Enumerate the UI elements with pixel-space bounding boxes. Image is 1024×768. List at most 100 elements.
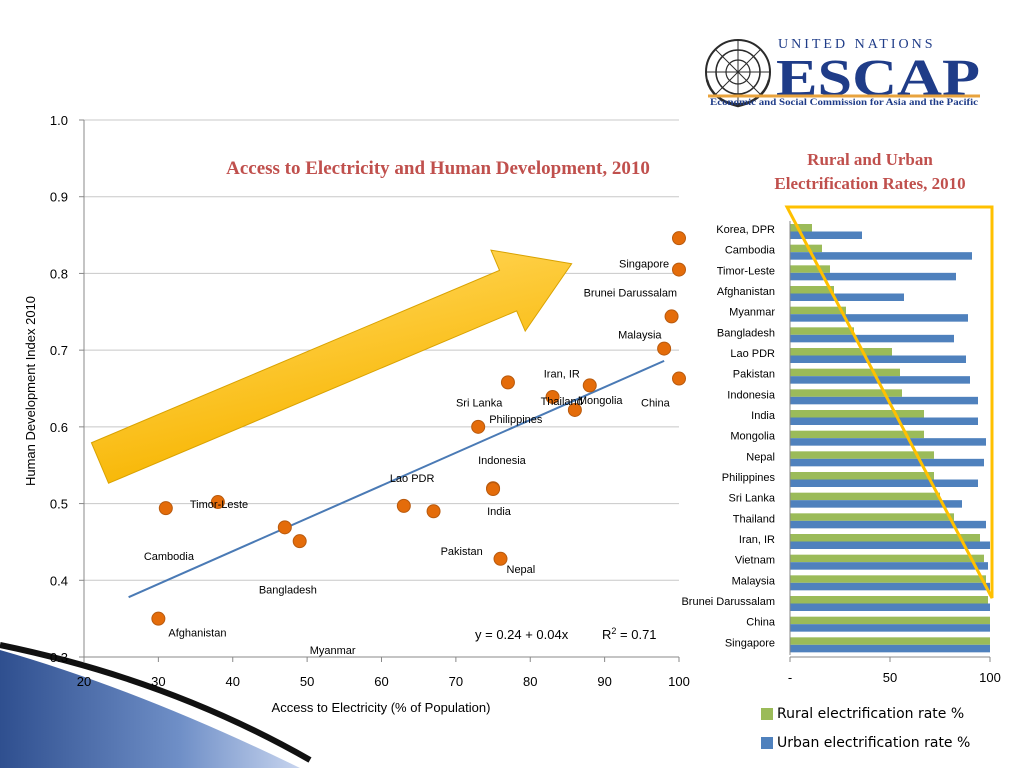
bar-series (790, 224, 990, 653)
bar-category-label: Cambodia (725, 245, 776, 257)
bar-urban (790, 562, 988, 570)
scatter-point-labels: Afghanistan Cambodia Timor-Leste Bangladesh… (144, 259, 677, 658)
bar-rural (790, 410, 924, 418)
legend-swatch-urban (761, 737, 773, 749)
point-label: Sri Lanka (456, 397, 503, 409)
bar-legend: Rural electrification rate % Urban elect… (761, 706, 970, 751)
x-tick-label: 80 (523, 674, 537, 689)
point-label: Afghanistan (168, 628, 226, 640)
point-label: Thailand (541, 396, 583, 408)
bar-urban (790, 231, 862, 239)
bar-category-label: Korea, DPR (716, 224, 775, 236)
point-label: Bangladesh (259, 584, 317, 596)
bar-rural (790, 492, 940, 501)
bar-rural (790, 472, 934, 480)
bar-urban (790, 520, 986, 529)
corner-swoosh (0, 642, 312, 768)
y-tick-label: 1.0 (50, 113, 68, 128)
bar-urban (790, 500, 962, 508)
bar-rural (790, 348, 892, 356)
bar-category-label: Timor-Leste (717, 265, 775, 277)
y-tick-label: 0.5 (50, 497, 68, 512)
bar-title-line-2: Electrification Rates, 2010 (774, 174, 965, 193)
scatter-point (493, 551, 508, 566)
bar-urban (790, 644, 990, 653)
bar-rural (790, 244, 822, 253)
scatter-chart: 0.3 0.4 0.5 0.6 0.7 0.8 0.9 1.0 20 30 40 50 60 70 80 9… (23, 113, 690, 715)
scatter-point (672, 371, 686, 386)
scatter-x-ticks: 20 30 40 50 60 70 80 90 100 (77, 657, 690, 689)
y-tick-label: 0.7 (50, 343, 68, 358)
scatter-y-axis-label: Human Development Index 2010 (23, 296, 38, 486)
bar-x-tick-label: 50 (883, 670, 897, 685)
trendline (128, 359, 665, 599)
bar-urban (790, 417, 978, 425)
bar-rural (790, 368, 900, 377)
bar-urban (790, 293, 904, 301)
bar-rural (790, 430, 924, 439)
legend-swatch-rural (761, 708, 773, 720)
bar-category-labels: Korea, DPR Cambodia Timor-Leste Afghanistan… (681, 224, 775, 649)
bar-category-label: Malaysia (732, 575, 776, 587)
bar-rural (790, 286, 834, 294)
scatter-point (545, 389, 560, 404)
electrification-bar-chart: Rural and Urban Electrification Rates, 2… (681, 150, 1000, 751)
bar-x-tick-label: 100 (979, 670, 1001, 685)
scatter-point (471, 419, 486, 434)
y-tick-label: 0.6 (50, 420, 68, 435)
bar-category-label: China (746, 617, 776, 629)
x-tick-label: 50 (300, 674, 314, 689)
point-label: Nepal (507, 564, 536, 576)
bar-category-label: India (751, 410, 776, 422)
scatter-y-ticks: 0.3 0.4 0.5 0.6 0.7 0.8 0.9 1.0 (50, 113, 84, 665)
bar-urban (790, 458, 984, 467)
bar-rural (790, 451, 934, 459)
bar-rural (790, 616, 990, 625)
scatter-point (210, 495, 225, 510)
bar-category-label: Philippines (722, 472, 776, 484)
bar-rural (790, 575, 986, 583)
point-label: Myanmar (310, 645, 356, 657)
x-tick-label: 30 (151, 674, 165, 689)
point-label: Timor-Leste (190, 499, 248, 511)
bar-category-label: Singapore (725, 637, 775, 649)
x-tick-label: 40 (226, 674, 240, 689)
bar-rural (790, 389, 902, 397)
bar-urban (790, 438, 986, 446)
trend-arrow-icon (90, 249, 573, 484)
bar-category-label: Brunei Darussalam (681, 596, 775, 608)
y-tick-label: 0.9 (50, 190, 68, 205)
logo-org: UNITED NATIONS (778, 37, 936, 52)
scatter-point (158, 501, 173, 516)
y-tick-label: 0.8 (50, 266, 68, 281)
point-label: Lao PDR (390, 473, 435, 485)
bar-category-label: Nepal (746, 451, 775, 463)
scatter-point (396, 498, 411, 513)
scatter-points (151, 231, 686, 626)
x-tick-label: 90 (597, 674, 611, 689)
point-label: Pakistan (441, 546, 483, 558)
bar-urban (790, 479, 978, 487)
scatter-point (664, 309, 679, 324)
bar-category-label: Bangladesh (717, 327, 775, 339)
bar-rural (790, 534, 980, 542)
x-tick-label: 20 (77, 674, 91, 689)
bar-category-label: Sri Lanka (729, 493, 776, 505)
scatter-point (567, 402, 582, 417)
scatter-point (486, 481, 501, 496)
point-label: Malaysia (618, 330, 662, 342)
bar-rural (790, 637, 990, 645)
bar-title-line-1: Rural and Urban (807, 150, 933, 169)
bar-urban (790, 355, 966, 363)
escap-logo: UNITED NATIONS ESCAP Economic and Social… (705, 37, 980, 108)
bar-rural (790, 224, 812, 232)
bar-rural (790, 596, 988, 604)
point-label: India (487, 506, 512, 518)
point-label: Mongolia (578, 395, 624, 407)
trend-equation: y = 0.24 + 0.04x (475, 627, 569, 642)
x-tick-label: 70 (449, 674, 463, 689)
scatter-x-axis-label: Access to Electricity (% of Population) (272, 700, 491, 715)
point-label: Singapore (619, 259, 669, 271)
point-label: Cambodia (144, 551, 195, 563)
